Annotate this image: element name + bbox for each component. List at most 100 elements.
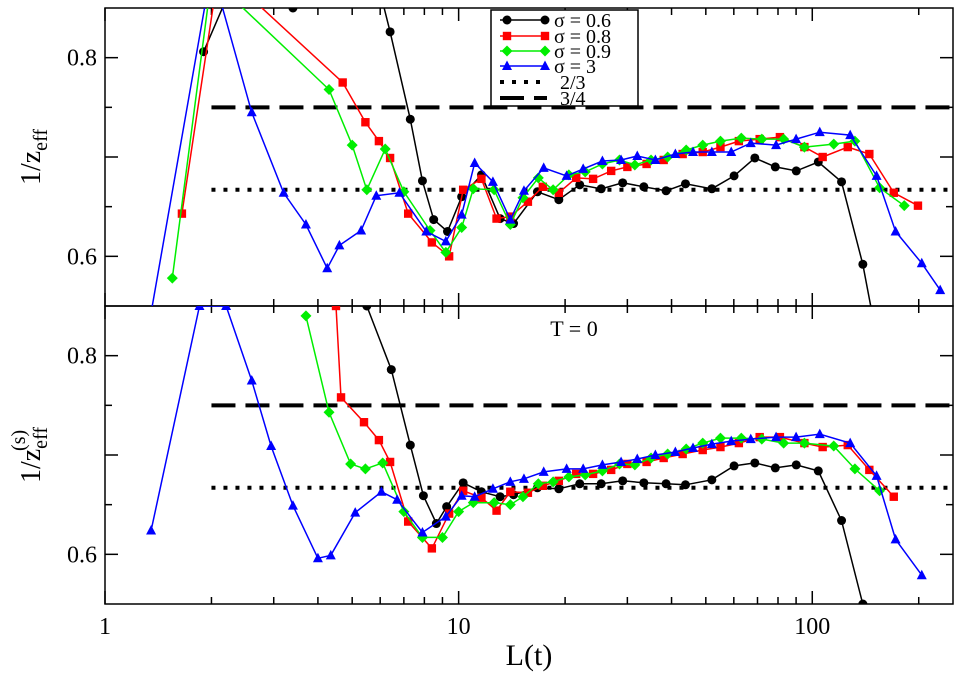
top-point-s08: [427, 238, 437, 247]
bottom-point-s3: [505, 476, 516, 486]
top-point-s3: [440, 235, 451, 246]
bottom-point-s09: [488, 497, 500, 509]
top-point-s3: [814, 126, 825, 137]
top-point-s09: [166, 272, 178, 284]
top-point-s06: [288, 8, 298, 13]
legend-label-two-thirds: 2/3: [560, 72, 586, 94]
top-point-s08: [554, 188, 564, 197]
top-point-s08: [385, 153, 395, 163]
bottom-point-s09: [517, 491, 529, 503]
bottom-point-s09: [377, 457, 389, 469]
top-point-s08: [889, 188, 898, 197]
bottom-point-s08: [359, 418, 369, 427]
top-point-s08: [716, 142, 725, 152]
bottom-point-s3: [791, 431, 802, 442]
bottom-point-s3: [771, 431, 782, 442]
bottom-point-s08: [642, 457, 651, 467]
bottom-point-s3: [221, 306, 232, 310]
top-point-s08: [623, 162, 632, 172]
top-point-s08: [606, 166, 616, 176]
bottom-ylabel-base: 1/z: [16, 449, 47, 483]
top-ylabel-base: 1/z: [16, 151, 47, 185]
bottom-point-s3: [287, 500, 298, 510]
bottom-point-s09: [756, 433, 768, 445]
bottom-point-s08: [427, 544, 437, 553]
top-point-s06: [661, 186, 671, 196]
bottom-point-s08: [818, 442, 827, 452]
legend-label-s09: σ = 0.9: [554, 41, 611, 63]
bottom-point-s06: [405, 440, 415, 450]
bottom-point-s09: [323, 406, 335, 418]
bottom-point-s3: [350, 507, 361, 517]
legend-marker-s08: [540, 31, 550, 41]
bottom-point-s3: [578, 463, 589, 473]
bottom-point-s3: [916, 569, 927, 580]
bottom-point-s09: [345, 458, 357, 470]
bottom-point-s06: [707, 475, 717, 485]
legend-marker-s09: [501, 45, 513, 57]
top-point-s06: [729, 171, 739, 181]
top-ylabel-sub: eff: [30, 129, 52, 151]
bottom-point-s3: [376, 486, 387, 496]
top-point-s3: [371, 190, 382, 200]
top-point-s3: [650, 154, 661, 164]
legend-box: [490, 9, 639, 107]
top-point-s06: [707, 184, 717, 194]
top-point-s06: [680, 179, 690, 189]
top-point-s06: [870, 321, 879, 330]
top-point-s08: [492, 214, 501, 223]
bottom-point-s09: [398, 506, 410, 518]
x-axis-label: L(t): [506, 639, 553, 672]
top-point-s3: [771, 139, 782, 150]
bottom-point-s06: [442, 502, 452, 512]
bottom-point-s06: [837, 516, 847, 526]
top-point-s06: [429, 215, 439, 225]
top-point-s09: [735, 132, 747, 144]
top-point-s3: [300, 219, 311, 229]
legend-marker-s09: [539, 45, 551, 57]
bottom-point-s08: [698, 445, 707, 455]
top-point-s08: [361, 118, 370, 127]
top-point-s06: [770, 162, 780, 172]
bottom-point-s08: [477, 493, 486, 502]
bottom-point-s06: [575, 479, 585, 489]
bottom-point-s08: [659, 453, 668, 463]
top-point-s06: [618, 178, 628, 188]
top-point-s3: [890, 226, 901, 236]
bottom-ylabel-sup: (s): [8, 430, 30, 451]
top-y-tick-label: 0.8: [67, 46, 97, 72]
top-point-s08: [177, 209, 187, 218]
bottom-point-s3: [726, 435, 737, 446]
bottom-point-s3: [845, 437, 856, 448]
bottom-point-s06: [618, 476, 628, 486]
bottom-point-s3: [688, 442, 699, 453]
top-point-s09: [828, 138, 840, 150]
top-point-s3: [538, 162, 549, 172]
bottom-point-s06: [458, 478, 468, 488]
top-point-s06: [554, 195, 564, 205]
bottom-point-s06: [729, 461, 739, 471]
bottom-point-s06: [680, 480, 690, 490]
top-point-s08: [477, 174, 486, 184]
bottom-point-s08: [374, 435, 384, 445]
bottom-point-s3: [632, 453, 643, 463]
top-point-s08: [913, 201, 923, 210]
top-point-s3: [334, 239, 345, 250]
bottom-point-s08: [889, 492, 898, 501]
top-point-s06: [405, 114, 415, 124]
top-point-s3: [356, 225, 367, 235]
top-point-s09: [756, 133, 768, 145]
top-point-s3: [632, 150, 643, 161]
top-point-s3: [616, 154, 627, 164]
legend-label-s08: σ = 0.8: [554, 26, 611, 48]
bottom-point-s06: [418, 491, 428, 501]
bottom-point-s3: [890, 533, 901, 544]
top-point-s09: [898, 200, 910, 212]
top-point-s09: [361, 184, 373, 196]
bottom-point-s08: [678, 449, 687, 459]
top-point-s3: [706, 146, 717, 157]
legend-label-s06: σ = 0.6: [554, 10, 611, 32]
bottom-point-s08: [554, 476, 564, 486]
bottom-point-s3: [706, 438, 717, 449]
